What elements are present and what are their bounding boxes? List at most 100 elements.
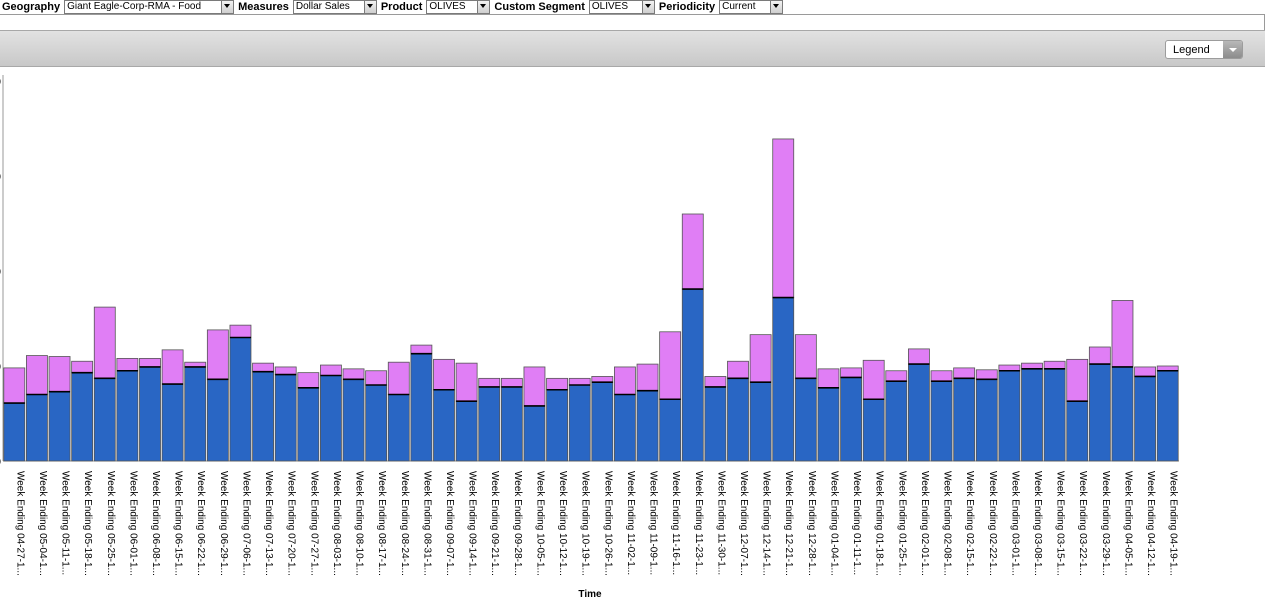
bar-segment-top	[523, 366, 546, 407]
filter-select-product[interactable]: OLIVES	[426, 0, 491, 14]
x-tick-label: Week Ending 01-18-1...	[874, 471, 885, 576]
filter-select-measures[interactable]: Dollar Sales	[292, 0, 377, 14]
chevron-down-icon[interactable]	[221, 1, 234, 13]
bar-segment-top	[342, 368, 365, 380]
bar-segment-base	[681, 288, 704, 462]
bar-segment-top	[320, 364, 342, 376]
x-tick-label: Week Ending 02-15-1...	[964, 471, 975, 576]
x-tick-label: Week Ending 03-29-1...	[1100, 471, 1111, 576]
x-tick-label: Week Ending 11-02-1...	[625, 471, 636, 575]
bar-segment-top	[433, 358, 455, 391]
y-tick-label: $200,000.0	[0, 267, 1, 278]
x-tick-label: Week Ending 06-29-1...	[218, 471, 229, 576]
bar-segment-top	[410, 344, 433, 355]
x-tick-label: Week Ending 10-05-1...	[534, 471, 545, 576]
bar-segment-base	[930, 380, 953, 462]
bar-segment-base	[3, 402, 26, 462]
filter-value: OLIVES	[429, 1, 466, 12]
bar-segment-base	[908, 363, 930, 462]
filter-select-custom-segment[interactable]: OLIVES	[588, 0, 655, 14]
bar-segment-top	[206, 329, 229, 380]
filter-label-periodicity: Periodicity	[658, 1, 716, 13]
x-tick-label: Week Ending 06-22-1...	[195, 471, 206, 576]
chevron-down-icon[interactable]	[770, 1, 783, 13]
x-tick-label: Week Ending 11-16-1...	[670, 471, 681, 575]
bar-segment-top	[116, 357, 139, 372]
chevron-down-icon[interactable]	[641, 1, 654, 13]
bar-segment-base	[48, 391, 71, 462]
filter-select-geography[interactable]: Giant Eagle-Corp-RMA - Food	[64, 0, 235, 14]
y-tick-label: $400,000.0	[0, 77, 1, 88]
bar-segment-top	[727, 360, 749, 379]
bar-segment-base	[727, 377, 749, 462]
x-tick-label: Week Ending 10-26-1...	[602, 471, 613, 576]
bar-segment-top	[772, 138, 795, 298]
bar-segment-top	[1134, 366, 1156, 377]
bar-segment-base	[252, 371, 274, 462]
x-tick-label: Week Ending 04-05-1...	[1122, 471, 1133, 576]
bar-segment-base	[1111, 366, 1134, 462]
bar-segment-top	[681, 213, 704, 290]
bar-segment-base	[410, 353, 433, 462]
bar-segment-base	[1134, 376, 1156, 462]
bar-segment-top	[139, 357, 161, 368]
filter-toolbar: Geography Giant Eagle-Corp-RMA - Food Meas…	[0, 0, 1265, 14]
x-tick-label: Week Ending 09-28-1...	[512, 471, 523, 576]
bar-segment-top	[975, 369, 998, 380]
bar-segment-top	[591, 376, 614, 383]
x-tick-label: Week Ending 01-25-1...	[896, 471, 907, 576]
bar-segment-top	[1088, 346, 1111, 365]
x-tick-label: Week Ending 05-04-1...	[37, 471, 48, 576]
x-tick-label: Week Ending 11-30-1...	[715, 471, 726, 575]
bar-segment-base	[546, 389, 568, 462]
filter-value: Giant Eagle-Corp-RMA - Food	[67, 1, 202, 12]
filter-value: Dollar Sales	[295, 1, 350, 12]
chevron-down-icon[interactable]	[477, 1, 490, 13]
bar-segment-base	[274, 374, 297, 462]
bar-segment-top	[455, 362, 478, 402]
bar-segment-top	[252, 362, 274, 373]
filter-select-periodicity[interactable]: Current	[719, 0, 784, 14]
bar-segment-base	[342, 378, 365, 462]
x-tick-label: Week Ending 05-11-1...	[60, 471, 71, 575]
bar-segment-top	[387, 361, 410, 395]
x-tick-label: Week Ending 09-07-1...	[444, 471, 455, 576]
x-tick-label: Week Ending 07-27-1...	[308, 471, 319, 576]
bar-segment-base	[26, 394, 48, 462]
x-tick-label: Week Ending 08-31-1...	[421, 471, 432, 576]
bar-segment-base	[998, 370, 1021, 462]
bar-segment-base	[206, 378, 229, 462]
x-tick-label: Week Ending 09-21-1...	[489, 471, 500, 576]
x-tick-label: Week Ending 11-23-1...	[693, 471, 704, 575]
bar-segment-base	[1021, 368, 1043, 462]
bar-segment-base	[794, 377, 817, 462]
x-tick-label: Week Ending 06-01-1...	[127, 471, 138, 576]
bar-segment-base	[840, 376, 862, 462]
x-tick-label: Week Ending 04-27-1...	[14, 471, 25, 576]
bar-segment-base	[139, 366, 161, 462]
bar-segment-base	[885, 380, 908, 462]
bar-segment-top	[998, 364, 1021, 372]
chevron-down-icon[interactable]	[363, 1, 376, 13]
y-tick-label: $300,000.0	[0, 172, 1, 183]
x-tick-label: Week Ending 12-21-1...	[783, 471, 794, 576]
x-tick-label: Week Ending 09-14-1...	[467, 471, 478, 576]
bar-segment-top	[614, 366, 636, 395]
bar-segment-base	[523, 405, 546, 462]
bar-segment-base	[455, 400, 478, 462]
bar-segment-top	[546, 377, 568, 391]
bar-segment-top	[1043, 360, 1066, 370]
bar-segment-base	[184, 366, 207, 462]
x-tick-label: Week Ending 12-28-1...	[806, 471, 817, 576]
bar-segment-top	[840, 367, 862, 378]
chevron-down-icon[interactable]	[1223, 41, 1242, 58]
x-tick-label: Week Ending 01-11-1...	[851, 471, 862, 575]
x-tick-label: Week Ending 08-03-1...	[331, 471, 342, 576]
bar-segment-base	[704, 386, 727, 462]
bar-segment-base	[568, 384, 591, 462]
bar-segment-top	[297, 372, 320, 389]
x-tick-label: Week Ending 08-10-1...	[354, 471, 365, 576]
bar-segment-base	[93, 377, 116, 462]
legend-dropdown[interactable]: Legend	[1165, 40, 1243, 59]
filter-value: Current	[722, 1, 756, 12]
